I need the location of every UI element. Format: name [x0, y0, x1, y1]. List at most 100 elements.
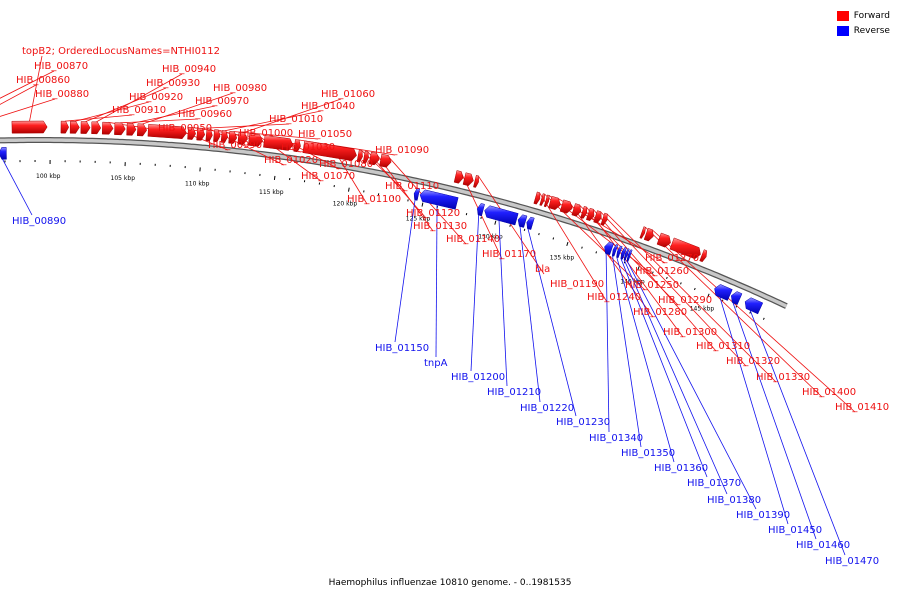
gene-topb2[interactable] [11, 120, 48, 134]
gene-label-hib-00940[interactable]: HIB_00940 [162, 64, 216, 75]
gene-hib-00910[interactable] [60, 120, 69, 134]
gene-hib-01170[interactable] [453, 170, 464, 184]
gene-label-hib-01310[interactable]: HIB_01310 [696, 341, 750, 352]
gene-hib-01000[interactable] [187, 126, 196, 140]
gene-label-hib-01090[interactable]: HIB_01090 [375, 145, 429, 156]
gene-hib-01220[interactable] [517, 214, 528, 228]
gene-hib-01330[interactable] [600, 212, 608, 226]
gene-hib-01440[interactable] [699, 249, 708, 263]
gene-label-hib-01010[interactable]: HIB_01010 [269, 114, 323, 125]
gene-hib-01370[interactable] [620, 247, 627, 260]
gene-hib-01100[interactable] [302, 140, 357, 161]
gene-hib-01060[interactable] [237, 131, 248, 145]
gene-hib-01320[interactable] [593, 210, 602, 224]
gene-label-hib-01380[interactable]: HIB_01380 [707, 495, 761, 506]
gene-hib-01280[interactable] [559, 199, 573, 214]
gene-label-hib-01290[interactable]: HIB_01290 [658, 295, 712, 306]
gene-label-hib-01280[interactable]: HIB_01280 [633, 307, 687, 318]
gene-label-hib-00980[interactable]: HIB_00980 [213, 83, 267, 94]
gene-label-hib-01080[interactable]: HIB_01080 [319, 159, 373, 170]
gene-label-hib-01350[interactable]: HIB_01350 [621, 448, 675, 459]
gene-hib-01350[interactable] [611, 244, 619, 257]
gene-label-hib-01300[interactable]: HIB_01300 [663, 327, 717, 338]
gene-label-hib-01130[interactable]: HIB_01130 [413, 221, 467, 232]
gene-hib-01390[interactable] [626, 249, 633, 262]
gene-label-hib-01400[interactable]: HIB_01400 [802, 387, 856, 398]
gene-label-hib-01110[interactable]: HIB_01110 [385, 181, 439, 192]
gene-hib-00920[interactable] [69, 121, 80, 134]
gene-hib-01460[interactable] [731, 291, 743, 306]
gene-hib-00940[interactable] [91, 121, 102, 135]
gene-label-hib-01020[interactable]: HIB_01020 [264, 155, 318, 166]
gene-hib-01180[interactable] [462, 172, 474, 186]
gene-labels[interactable]: topB2; OrderedLocusNames=NTHI0112 HIB_008… [12, 46, 889, 567]
gene-hib-01020[interactable] [205, 128, 213, 142]
gene-label-hib-01360[interactable]: HIB_01360 [654, 463, 708, 474]
gene-label-hib-01340[interactable]: HIB_01340 [589, 433, 643, 444]
gene-label-hib-01170[interactable]: HIB_01170 [482, 249, 536, 260]
gene-hib-01070[interactable] [248, 133, 263, 147]
gene-hib-01360[interactable] [616, 245, 623, 259]
gene-label-hib-01460[interactable]: HIB_01460 [796, 540, 850, 551]
gene-label-hib-01450[interactable]: HIB_01450 [768, 525, 822, 536]
gene-hib-01290[interactable] [571, 203, 582, 217]
gene-hib-01240[interactable] [533, 191, 541, 205]
gene-label-hib-00890[interactable]: HIB_00890 [12, 216, 66, 227]
gene-label-hib-00960[interactable]: HIB_00960 [178, 109, 232, 120]
gene-label-hib-01140[interactable]: HIB_01140 [446, 234, 500, 245]
gene-hib-01130[interactable] [368, 151, 380, 166]
gene-hib-00930[interactable] [80, 121, 91, 134]
gene-hib-01410[interactable] [643, 227, 654, 242]
gene-label-hib-01270[interactable]: HIB_01270 [645, 253, 699, 264]
gene-label-hib-00920[interactable]: HIB_00920 [129, 92, 183, 103]
gene-hib-01340[interactable] [604, 241, 614, 256]
gene-label-hib-01210[interactable]: HIB_01210 [487, 387, 541, 398]
gene-hib-01030[interactable] [213, 129, 221, 143]
gene-hib-01260[interactable] [543, 194, 550, 208]
gene-label-hib-00860[interactable]: HIB_00860 [16, 75, 70, 86]
gene-label-hib-01060[interactable]: HIB_01060 [321, 89, 375, 100]
gene-hib-01300[interactable] [580, 205, 588, 219]
gene-label-hib-00950[interactable]: HIB_00950 [158, 123, 212, 134]
gene-label-hib-01330[interactable]: HIB_01330 [756, 372, 810, 383]
gene-hib-00980[interactable] [136, 123, 148, 137]
gene-label-hib-01390[interactable]: HIB_01390 [736, 510, 790, 521]
gene-label-hib-00910[interactable]: HIB_00910 [112, 105, 166, 116]
gene-label-tnpa[interactable]: tnpA [424, 358, 448, 369]
gene-hib-01400[interactable] [639, 226, 646, 239]
gene-hib-00890[interactable] [0, 147, 7, 160]
gene-hib-00970[interactable] [126, 122, 137, 136]
gene-label-hib-00990[interactable]: HIB_00990 [208, 140, 262, 151]
gene-hib-01010[interactable] [196, 127, 206, 141]
gene-hib-01310[interactable] [585, 207, 595, 221]
gene-hib-01420[interactable] [656, 232, 671, 248]
gene-hib-01080[interactable] [263, 135, 294, 151]
gene-hib-01270[interactable] [548, 195, 561, 210]
gene-label-hib-01250[interactable]: HIB_01250 [625, 280, 679, 291]
gene-label-hib-01120[interactable]: HIB_01120 [406, 208, 460, 219]
gene-label-hib-01260[interactable]: HIB_01260 [635, 266, 689, 277]
gene-label-hib-01230[interactable]: HIB_01230 [556, 417, 610, 428]
gene-label-hib-00970[interactable]: HIB_00970 [195, 96, 249, 107]
gene-label-hib-01410[interactable]: HIB_01410 [835, 402, 889, 413]
gene-hib-01050[interactable] [228, 130, 238, 144]
gene-hib-00960[interactable] [114, 122, 126, 136]
gene-label-hib-01040[interactable]: HIB_01040 [301, 101, 355, 112]
gene-label-hib-00880[interactable]: HIB_00880 [35, 89, 89, 100]
gene-hib-01040[interactable] [220, 130, 228, 143]
gene-label-hib-01100[interactable]: HIB_01100 [347, 194, 401, 205]
gene-hib-01210[interactable] [484, 205, 519, 226]
gene-hib-01200[interactable] [477, 203, 485, 217]
gene-label-hib-01030[interactable]: HIB_01030 [281, 142, 335, 153]
gene-label-hib-00930[interactable]: HIB_00930 [146, 78, 200, 89]
gene-hib-01140[interactable] [379, 153, 392, 168]
gene-hib-01150[interactable] [413, 187, 421, 201]
gene-label-hib-01050[interactable]: HIB_01050 [298, 129, 352, 140]
gene-tnpa[interactable] [419, 189, 459, 210]
gene-label-hib-01190[interactable]: HIB_01190 [550, 279, 604, 290]
gene-label-hib-01220[interactable]: HIB_01220 [520, 403, 574, 414]
gene-hib-01250[interactable] [539, 193, 546, 206]
gene-label-hib-01070[interactable]: HIB_01070 [301, 171, 355, 182]
gene-hib-01380[interactable] [623, 248, 630, 261]
gene-hib-01110[interactable] [356, 149, 363, 163]
